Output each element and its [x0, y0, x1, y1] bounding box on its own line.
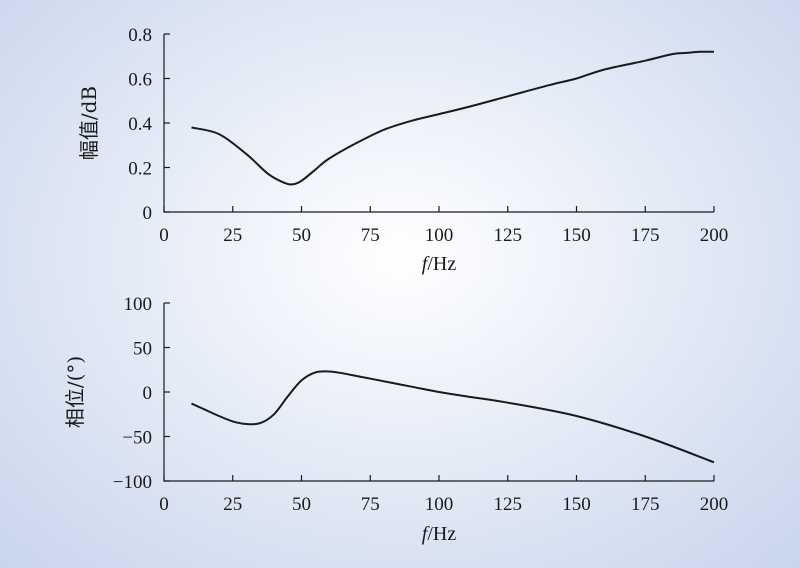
x-tick-label: 150	[562, 225, 591, 246]
x-tick-label: 175	[631, 494, 660, 515]
x-tick-label: 50	[292, 494, 311, 515]
y-tick-label: 0.2	[128, 159, 152, 180]
x-axis-title: f/Hz	[422, 253, 457, 275]
y-tick-label: 0.6	[128, 70, 152, 91]
y-tick-label: 0.4	[128, 114, 152, 135]
x-tick-label: 100	[425, 494, 454, 515]
y-tick-label: 0	[143, 383, 153, 404]
x-tick-label: 0	[159, 494, 169, 515]
x-tick-label: 75	[361, 494, 380, 515]
y-tick-label: 0	[143, 203, 153, 224]
x-axis-title: f/Hz	[422, 523, 457, 545]
x-tick-label: 75	[361, 225, 380, 246]
x-tick-label: 125	[494, 225, 523, 246]
x-tick-label: 125	[494, 494, 523, 515]
magnitude-curve	[191, 50, 715, 186]
x-tick-label: 200	[700, 494, 729, 515]
x-tick-label: 25	[223, 494, 242, 515]
x-tick-label: 200	[700, 225, 729, 246]
x-tick-label: 50	[292, 225, 311, 246]
y-tick-label: 50	[133, 339, 152, 360]
y-tick-label: −50	[122, 428, 152, 449]
magnitude-plot: 0 25 50 75 100 125 150 175 200 0 0.2 0.4 0.6 0.8 f/Hz 幅…	[77, 25, 728, 275]
x-tick-label: 175	[631, 225, 660, 246]
axes-frame	[163, 34, 714, 213]
y-axis-title: 相位/(°)	[63, 356, 87, 428]
x-tick-label: 150	[562, 494, 591, 515]
y-tick-label: 0.8	[128, 25, 152, 46]
x-tick-label: 0	[159, 225, 169, 246]
phase-curve	[191, 370, 715, 464]
y-axis-title: 幅值/dB	[77, 86, 101, 160]
x-tick-label: 25	[223, 225, 242, 246]
phase-plot: 0 25 50 75 100 125 150 175 200 −100 −50 0 50 100 f/Hz 相…	[63, 294, 728, 545]
y-tick-label: −100	[113, 472, 152, 493]
y-tick-label: 100	[124, 294, 153, 315]
x-tick-label: 100	[425, 225, 454, 246]
